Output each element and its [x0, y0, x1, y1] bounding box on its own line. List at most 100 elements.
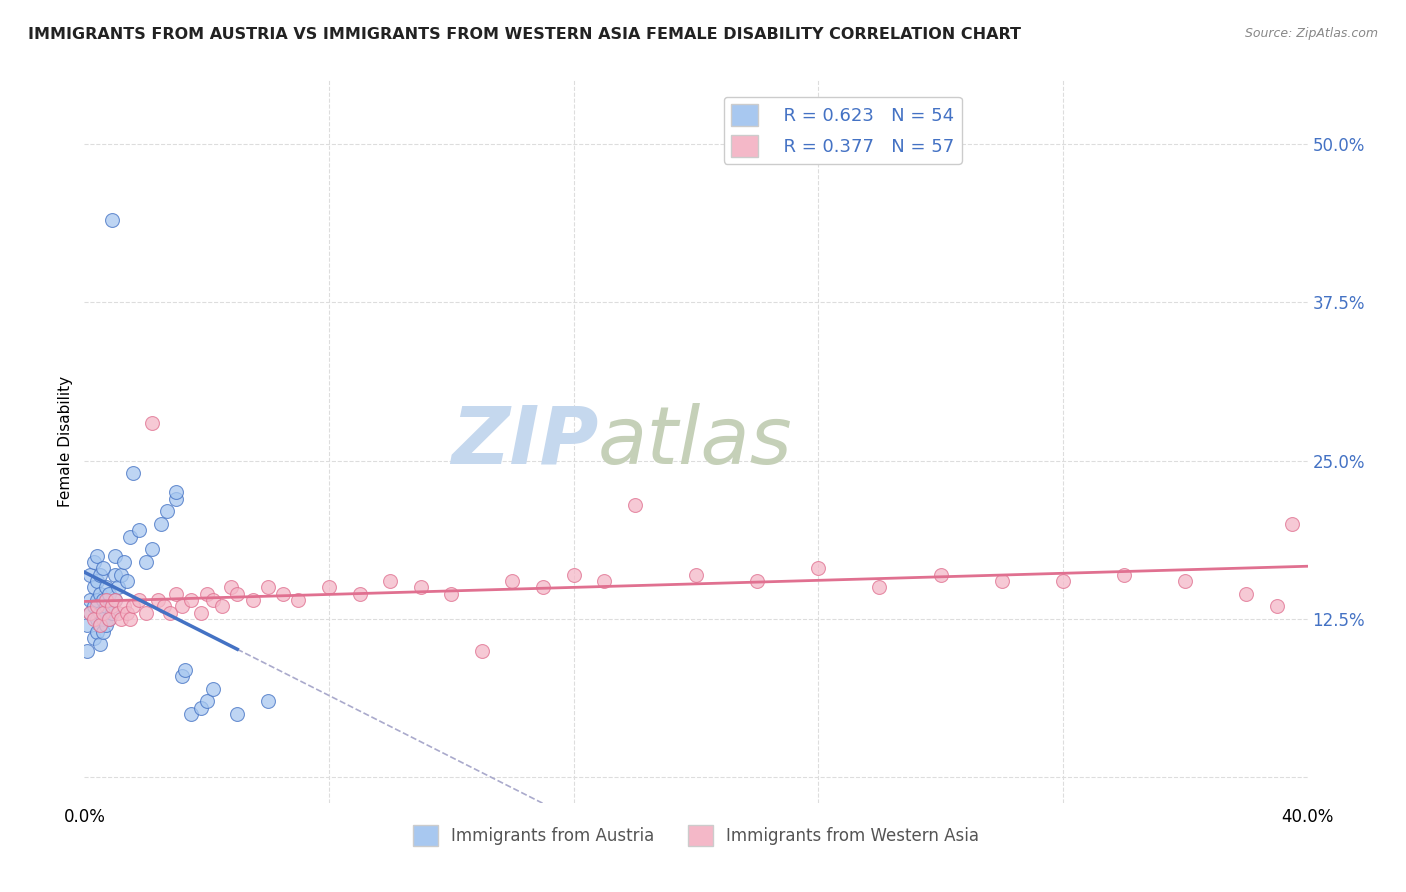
Point	[153, 599, 176, 614]
Point	[112, 555, 135, 569]
Point	[128, 523, 150, 537]
Point	[83, 599, 105, 614]
Point	[149, 516, 172, 531]
Point	[242, 593, 264, 607]
Point	[101, 606, 124, 620]
Point	[91, 624, 114, 639]
Point	[141, 416, 163, 430]
Point	[122, 467, 145, 481]
Point	[91, 561, 114, 575]
Point	[1174, 574, 1197, 588]
Point	[211, 599, 233, 614]
Point	[201, 593, 224, 607]
Point	[135, 606, 157, 620]
Point	[112, 599, 135, 614]
Point	[91, 612, 114, 626]
Point	[440, 587, 463, 601]
Point	[195, 587, 218, 601]
Point	[1265, 599, 1288, 614]
Point	[97, 612, 120, 626]
Point	[86, 549, 108, 563]
Point	[97, 612, 120, 626]
Point	[195, 694, 218, 708]
Text: Source: ZipAtlas.com: Source: ZipAtlas.com	[1244, 27, 1378, 40]
Point	[141, 542, 163, 557]
Point	[165, 587, 187, 601]
Point	[94, 599, 117, 614]
Point	[83, 631, 105, 645]
Point	[89, 606, 111, 620]
Point	[97, 587, 120, 601]
Point	[287, 593, 309, 607]
Point	[1281, 516, 1303, 531]
Point	[79, 606, 101, 620]
Point	[104, 549, 127, 563]
Point	[135, 555, 157, 569]
Point	[685, 567, 707, 582]
Point	[115, 606, 138, 620]
Text: atlas: atlas	[598, 402, 793, 481]
Point	[115, 574, 138, 588]
Point	[991, 574, 1014, 588]
Point	[86, 593, 108, 607]
Point	[624, 498, 647, 512]
Point	[180, 707, 202, 722]
Point	[219, 580, 242, 594]
Point	[83, 555, 105, 569]
Point	[165, 491, 187, 506]
Point	[165, 485, 187, 500]
Point	[107, 606, 129, 620]
Point	[146, 593, 169, 607]
Point	[91, 606, 114, 620]
Point	[89, 567, 111, 582]
Point	[502, 574, 524, 588]
Text: IMMIGRANTS FROM AUSTRIA VS IMMIGRANTS FROM WESTERN ASIA FEMALE DISABILITY CORREL: IMMIGRANTS FROM AUSTRIA VS IMMIGRANTS FR…	[28, 27, 1021, 42]
Point	[110, 567, 132, 582]
Point	[257, 694, 280, 708]
Text: ZIP: ZIP	[451, 402, 598, 481]
Point	[156, 504, 179, 518]
Point	[128, 593, 150, 607]
Point	[86, 612, 108, 626]
Point	[1114, 567, 1136, 582]
Point	[89, 587, 111, 601]
Point	[159, 606, 181, 620]
Point	[94, 593, 117, 607]
Point	[76, 618, 98, 632]
Point	[86, 574, 108, 588]
Point	[79, 606, 101, 620]
Point	[318, 580, 340, 594]
Point	[201, 681, 224, 696]
Point	[226, 707, 249, 722]
Point	[271, 587, 294, 601]
Point	[94, 580, 117, 594]
Point	[190, 606, 212, 620]
Point	[89, 637, 111, 651]
Point	[91, 593, 114, 607]
Point	[929, 567, 952, 582]
Point	[180, 593, 202, 607]
Point	[79, 567, 101, 582]
Point	[86, 599, 108, 614]
Legend: Immigrants from Austria, Immigrants from Western Asia: Immigrants from Austria, Immigrants from…	[406, 819, 986, 852]
Point	[83, 612, 105, 626]
Point	[349, 587, 371, 601]
Point	[86, 624, 108, 639]
Point	[104, 567, 127, 582]
Point	[122, 599, 145, 614]
Point	[104, 593, 127, 607]
Point	[104, 593, 127, 607]
Point	[110, 612, 132, 626]
Y-axis label: Female Disability: Female Disability	[58, 376, 73, 508]
Point	[562, 567, 585, 582]
Point	[101, 599, 124, 614]
Point	[807, 561, 830, 575]
Point	[107, 580, 129, 594]
Point	[172, 669, 194, 683]
Point	[120, 530, 142, 544]
Point	[190, 700, 212, 714]
Point	[409, 580, 432, 594]
Point	[120, 612, 142, 626]
Point	[172, 599, 194, 614]
Point	[869, 580, 891, 594]
